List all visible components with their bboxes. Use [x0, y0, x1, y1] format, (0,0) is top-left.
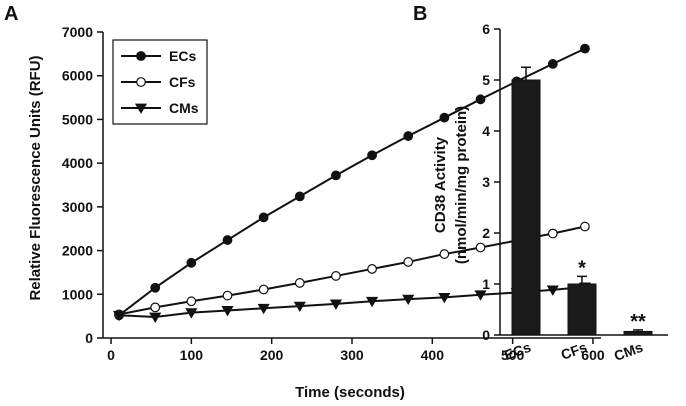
data-point: [150, 282, 161, 293]
y-tick-label: 6000: [62, 68, 93, 84]
data-point: [221, 306, 234, 317]
panel-a-label: A: [4, 3, 18, 25]
data-point: [367, 264, 377, 274]
data-point: [403, 131, 414, 141]
bar: [623, 330, 653, 336]
y-tick-label: 7000: [62, 24, 93, 40]
data-point: [257, 303, 270, 315]
data-point: [294, 278, 305, 288]
data-point: [186, 257, 197, 268]
data-point: [474, 290, 487, 301]
x-tick-label: 100: [180, 347, 204, 363]
significance-marker: **: [630, 311, 646, 333]
data-point: [293, 301, 306, 313]
data-point: [439, 112, 450, 123]
series-line: [119, 285, 586, 319]
data-point: [331, 271, 341, 281]
y-tick-label: 2: [482, 225, 490, 241]
y-tick-label: 1: [482, 276, 490, 292]
legend-label: CFs: [169, 74, 196, 90]
data-point: [439, 249, 450, 259]
data-point: [475, 242, 486, 253]
bar-chart-panel: B CD38 Activity (nmol/min/mg protein) 0 1…: [413, 3, 668, 364]
y-tick-label: 4: [482, 123, 490, 139]
data-point: [149, 312, 162, 323]
x-tick-label: 300: [340, 347, 364, 363]
axes: [97, 31, 601, 344]
y-tick-label: 0: [85, 330, 93, 346]
data-point: [438, 292, 451, 304]
bar-group-ecs: ECs: [502, 66, 541, 363]
legend-marker: [134, 103, 148, 114]
significance-marker: *: [578, 257, 586, 279]
data-point: [331, 170, 341, 181]
y-tick-label: 5000: [62, 111, 93, 127]
line-chart-panel: A Relative Fluorescence Units (RFU) Time…: [4, 3, 605, 401]
legend-marker: [136, 77, 146, 87]
data-point: [150, 302, 161, 313]
y-tick-label: 2000: [62, 243, 93, 259]
data-point: [329, 299, 343, 310]
y-tick-label: 3: [482, 174, 490, 190]
y-axis-label-line1: CD38 Activity: [432, 136, 449, 233]
data-point: [258, 284, 269, 295]
bar: [511, 79, 541, 336]
bar: [567, 283, 597, 336]
data-point: [402, 294, 415, 306]
y-axis-label-line2: (nmol/min/mg protein): [453, 106, 470, 264]
data-point: [580, 43, 590, 54]
x-tick-label: 200: [260, 347, 284, 363]
data-point: [547, 59, 558, 69]
tick-labels: 0 1 2 3 4 5 6: [482, 21, 490, 343]
x-tick-label: 600: [581, 347, 605, 363]
data-point: [547, 228, 558, 239]
series-line: [118, 47, 586, 317]
data-point: [367, 150, 377, 161]
legend-label: CMs: [169, 100, 199, 116]
x-tick-label: 0: [107, 347, 115, 363]
y-tick-label: 3000: [62, 199, 93, 215]
series-line: [118, 225, 586, 316]
y-axis-label: Relative Fluorescence Units (RFU): [27, 55, 44, 300]
panel-b-label: B: [413, 3, 427, 25]
data-point: [258, 212, 269, 223]
y-tick-label: 0: [482, 327, 490, 343]
data-point: [222, 235, 233, 245]
data-point: [475, 94, 486, 105]
data-point: [185, 308, 198, 319]
bars-layer: ECs*CFs**CMs: [502, 66, 653, 364]
data-point: [580, 221, 590, 232]
data-point: [294, 191, 305, 202]
y-tick-label: 6: [482, 21, 490, 37]
data-point: [186, 296, 197, 307]
x-tick-label: 400: [421, 347, 445, 363]
x-axis-label: Time (seconds): [295, 384, 405, 401]
y-tick-label: 4000: [62, 155, 93, 171]
data-point: [546, 285, 559, 296]
y-tick-label: 5: [482, 72, 490, 88]
legend-marker: [136, 51, 146, 61]
data-point: [403, 257, 414, 267]
series-cms: [112, 282, 592, 323]
data-point: [112, 310, 126, 322]
category-label: CMs: [612, 339, 645, 364]
x-tick-label: 500: [501, 347, 525, 363]
bar-group-cms: ** CMs: [612, 311, 653, 364]
data-point: [222, 290, 233, 301]
data-point: [366, 296, 379, 308]
legend: ECs CFs CMs: [112, 39, 208, 125]
y-tick-label: 1000: [62, 286, 93, 302]
legend-label: ECs: [169, 48, 196, 64]
